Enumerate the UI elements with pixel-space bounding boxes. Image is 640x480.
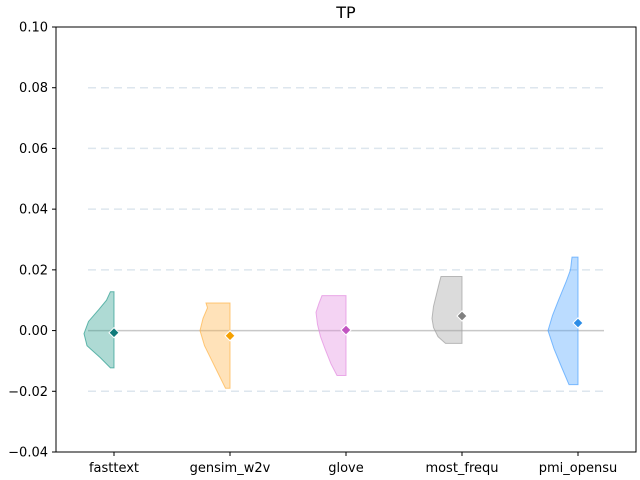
y-tick-label: 0.00	[19, 324, 48, 339]
violin-glove	[315, 295, 347, 376]
median-marker-fasttext	[108, 326, 120, 339]
violin-pmi_opensu	[547, 256, 579, 386]
median-marker-pmi_opensu	[572, 317, 584, 329]
median-marker-most_frequ	[456, 310, 468, 322]
median-marker-gensim_w2v	[224, 330, 236, 342]
x-tick-label: most_frequ	[425, 461, 498, 476]
chart-title: TP	[335, 3, 356, 22]
y-tick-label: 0.10	[19, 21, 48, 36]
x-tick-label: glove	[328, 461, 364, 476]
y-tick-label: 0.08	[19, 81, 48, 96]
y-tick-label: 0.02	[19, 263, 48, 278]
y-tick-label: −0.04	[8, 446, 48, 461]
grid-layer	[88, 86, 604, 393]
y-tick-label: 0.06	[19, 142, 48, 157]
median-marker-layer	[108, 310, 584, 342]
x-tick-label: pmi_opensu	[539, 461, 617, 476]
x-tick-label: gensim_w2v	[190, 461, 271, 476]
violin-most_frequ	[431, 276, 463, 344]
x-tick-label: fasttext	[89, 461, 139, 476]
median-marker-glove	[340, 324, 352, 336]
violin-layer	[83, 256, 579, 389]
axis-layer: −0.04 −0.02 0.00 0.02 0.04 0.06 0.08 0.10 fastte…	[8, 21, 617, 477]
violin-fasttext	[83, 291, 115, 369]
y-tick-label: −0.02	[8, 385, 48, 400]
y-tick-label: 0.04	[19, 203, 48, 218]
violin-gensim_w2v	[199, 302, 231, 389]
